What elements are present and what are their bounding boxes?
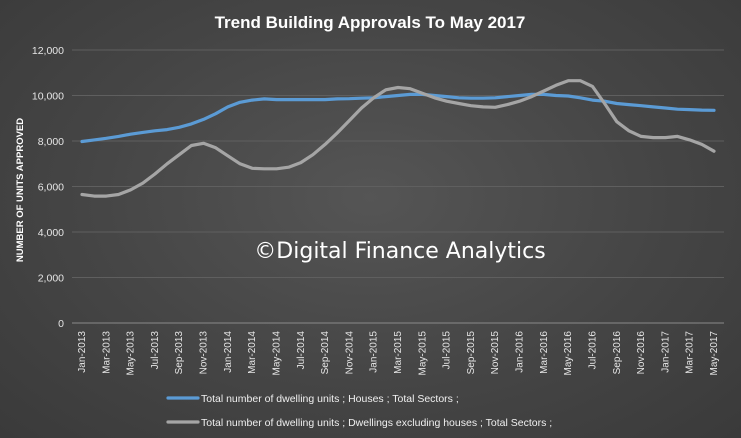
chart-title: Trend Building Approvals To May 2017 xyxy=(215,13,526,32)
x-tick-label: May-2017 xyxy=(709,331,720,376)
x-tick-label: Mar-2015 xyxy=(393,331,404,374)
series-line-1 xyxy=(80,92,716,144)
x-tick-label: Jul-2015 xyxy=(442,331,453,370)
x-tick-label: Mar-2014 xyxy=(247,331,258,374)
x-tick-label: Jul-2014 xyxy=(296,331,307,370)
x-tick-label: Nov-2013 xyxy=(199,331,210,375)
x-tick-label: Jan-2017 xyxy=(660,331,671,373)
x-tick-label: Jul-2013 xyxy=(150,331,161,370)
x-tick-label: Nov-2015 xyxy=(490,331,501,375)
x-tick-label: Sep-2016 xyxy=(612,331,623,375)
y-axis-ticks: 0 2,000 4,000 6,000 8,000 10,000 12,000 xyxy=(32,45,64,330)
y-tick-label: 10,000 xyxy=(32,91,64,103)
x-tick-label: Jan-2013 xyxy=(77,331,88,373)
legend-label: Total number of dwelling units ; Houses … xyxy=(201,393,459,405)
x-tick-label: Jan-2016 xyxy=(515,331,526,373)
x-tick-label: Jan-2015 xyxy=(369,331,380,373)
y-tick-label: 4,000 xyxy=(38,227,64,239)
x-tick-label: Sep-2013 xyxy=(174,331,185,375)
x-tick-label: Mar-2017 xyxy=(685,331,696,374)
legend-label: Total number of dwelling units ; Dwellin… xyxy=(201,417,552,429)
x-tick-label: Sep-2014 xyxy=(320,331,331,375)
series-line-2 xyxy=(80,79,716,198)
x-tick-label: Nov-2014 xyxy=(344,331,355,375)
gridlines xyxy=(72,49,724,324)
x-tick-label: May-2014 xyxy=(271,331,282,376)
x-tick-label: Nov-2016 xyxy=(636,331,647,375)
x-tick-label: Sep-2015 xyxy=(466,331,477,375)
x-tick-label: May-2016 xyxy=(563,331,574,376)
y-tick-label: 2,000 xyxy=(38,273,64,285)
x-tick-label: Mar-2016 xyxy=(539,331,550,374)
x-tick-label: Jul-2016 xyxy=(587,331,598,370)
y-tick-label: 8,000 xyxy=(38,136,64,148)
y-tick-label: 6,000 xyxy=(38,182,64,194)
x-tick-label: Jan-2014 xyxy=(223,331,234,373)
y-axis-label: NUMBER OF UNITS APPROVED xyxy=(15,118,26,262)
x-tick-label: May-2015 xyxy=(417,331,428,376)
x-axis-ticks: Jan-2013 Mar-2013 May-2013 Jul-2013 Sep-2013… xyxy=(77,331,720,376)
x-tick-label: May-2013 xyxy=(126,331,137,376)
series-lines xyxy=(80,79,716,198)
y-tick-label: 12,000 xyxy=(32,45,64,57)
legend: Total number of dwelling units ; Houses … xyxy=(166,393,552,429)
watermark-text: ©Digital Finance Analytics xyxy=(254,239,545,264)
y-tick-label: 0 xyxy=(58,318,64,330)
x-tick-label: Mar-2013 xyxy=(101,331,112,374)
